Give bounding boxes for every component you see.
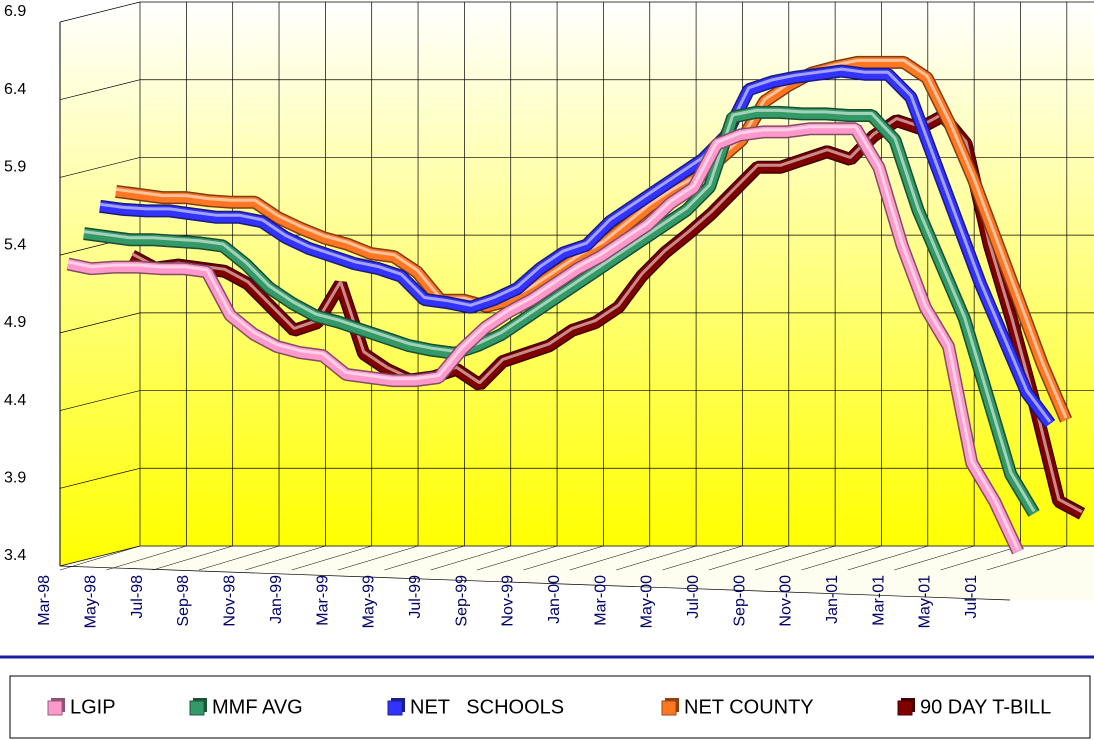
ribbon-highlight: [83, 108, 1036, 513]
floor-line: [198, 545, 280, 571]
grid-line: [59, 390, 141, 411]
ribbon-highlight: [99, 67, 1052, 423]
legend-swatch: [897, 700, 913, 716]
grid-line: [59, 79, 141, 101]
legend-label: NET SCHOOLS: [410, 696, 564, 718]
x-tick-label: May-98: [83, 575, 100, 628]
grid-line: [59, 467, 141, 489]
x-tick-label: Jul-98: [129, 575, 146, 619]
legend-label: MMF AVG: [212, 696, 303, 718]
grid-line: [59, 157, 141, 178]
legend-label: NET COUNTY: [684, 696, 814, 718]
y-tick-label: 6.9: [4, 3, 26, 20]
y-tick-label: 4.4: [4, 392, 26, 409]
x-tick-label: Nov-99: [500, 575, 517, 627]
x-tick-label: Mar-01: [870, 575, 887, 626]
x-axis: [59, 565, 1011, 601]
floor-line: [337, 545, 419, 571]
floor-line: [894, 545, 975, 571]
x-tick-label: May-99: [361, 575, 378, 628]
x-tick-label: May-01: [917, 575, 934, 628]
y-tick-label: 4.9: [4, 314, 26, 331]
floor-line: [59, 545, 141, 571]
floor-line: [245, 545, 326, 571]
grid-line: [59, 1, 141, 23]
ribbon-highlight: [67, 125, 1020, 551]
floor-line: [986, 545, 1067, 571]
floor-line: [569, 545, 650, 571]
x-tick-label: May-00: [639, 575, 656, 628]
x-tick-label: Sep-98: [175, 575, 192, 627]
x-tick-label: Mar-98: [36, 575, 53, 626]
x-tick-label: Sep-00: [731, 575, 748, 627]
legend-swatch: [47, 700, 63, 716]
floor-line: [708, 545, 789, 571]
floor-line: [152, 545, 233, 571]
x-tick-label: Nov-98: [222, 575, 239, 627]
grid-line: [59, 312, 141, 334]
line: [115, 57, 1071, 422]
floor-line: [106, 545, 187, 571]
x-tick-label: Jul-01: [963, 575, 980, 619]
floor-line: [755, 545, 836, 571]
floor-line: [616, 545, 697, 571]
legend-swatch: [661, 700, 677, 716]
legend-swatch: [387, 700, 403, 716]
x-tick-label: Jan-01: [824, 575, 841, 624]
y-tick-label: 5.9: [4, 159, 26, 176]
floor-line: [523, 545, 604, 571]
x-tick-label: Jan-99: [268, 575, 285, 624]
x-tick-label: Jan-00: [546, 575, 563, 624]
floor-line: [291, 545, 372, 571]
floor: [60, 546, 1094, 600]
floor-line: [430, 545, 511, 571]
legend-label: 90 DAY T-BILL: [920, 696, 1051, 718]
floor-line: [801, 545, 882, 571]
y-tick-label: 3.4: [4, 547, 26, 564]
floor-line: [384, 545, 465, 571]
x-tick-label: Mar-00: [592, 575, 609, 626]
floor-line: [940, 545, 1021, 571]
legend-swatch: [189, 700, 205, 716]
x-tick-label: Jul-00: [685, 575, 702, 619]
legend-label: LGIP: [70, 696, 116, 718]
grid-line: [59, 545, 141, 567]
x-tick-label: Mar-99: [314, 575, 331, 626]
floor-line: [477, 545, 558, 571]
side-wall: [60, 2, 140, 566]
x-tick-label: Sep-99: [453, 575, 470, 627]
floor-line: [847, 545, 928, 571]
y-tick-label: 3.9: [4, 470, 26, 487]
y-tick-label: 5.4: [4, 236, 26, 253]
y-tick-label: 6.4: [4, 81, 26, 98]
x-tick-label: Jul-99: [407, 575, 424, 619]
floor-line: [662, 545, 743, 571]
x-tick-label: Nov-00: [778, 575, 795, 627]
